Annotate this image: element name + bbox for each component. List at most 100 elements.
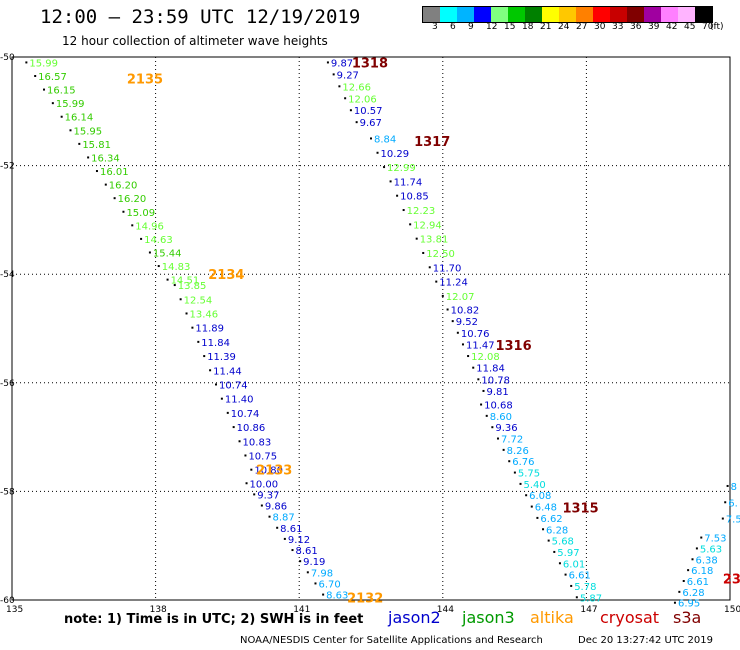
wave-height-label: 10.85 [400, 192, 429, 203]
legend-label: 6 [450, 22, 456, 32]
track-point [232, 426, 235, 429]
legend-swatch [508, 7, 525, 22]
track-point [245, 482, 248, 485]
legend-swatch [678, 7, 695, 22]
legend-jason2: jason2 [388, 608, 441, 627]
track-point [461, 343, 464, 346]
track-point [140, 237, 143, 240]
track-point [220, 397, 223, 400]
wave-height-label: 13.81 [420, 235, 449, 246]
wave-height-label: 12.66 [342, 82, 371, 93]
wave-height-label: 9.37 [257, 490, 279, 501]
track-point [678, 590, 681, 593]
track-point [409, 223, 412, 226]
credit-text: NOAA/NESDIS Center for Satellite Applica… [240, 635, 543, 646]
track-point [306, 571, 309, 574]
wave-height-label: 5.40 [524, 480, 546, 491]
track-point [502, 448, 505, 451]
legend-altika: altika [530, 608, 574, 627]
wave-height-label: 11.74 [394, 177, 423, 188]
track-point [244, 454, 247, 457]
track-point [191, 326, 194, 329]
wave-height-label: 16.57 [38, 72, 67, 83]
legend-label: 36 [630, 22, 642, 32]
track-point [355, 121, 358, 124]
track-point [389, 180, 392, 183]
pass-time-label: 2133 [256, 464, 292, 479]
track-point [525, 494, 528, 497]
wave-height-label: 10.74 [231, 409, 260, 420]
track-point [570, 584, 573, 587]
wave-height-label: 12.08 [471, 352, 500, 363]
track-point [69, 129, 72, 132]
legend-s3a: s3a [673, 608, 702, 627]
legend-swatch [559, 7, 576, 22]
legend-label: (ft) [710, 22, 724, 32]
track-point [179, 298, 182, 301]
wave-height-label: 6.18 [691, 566, 713, 577]
wave-height-label: 9.19 [303, 557, 325, 568]
wave-height-label: 10.82 [451, 305, 480, 316]
track-point [214, 383, 217, 386]
legend-swatch [695, 7, 712, 22]
wave-height-label: 12.50 [426, 249, 455, 260]
legend-label: 27 [576, 22, 588, 32]
wave-height-label: 6.38 [696, 555, 718, 566]
track-point [25, 61, 28, 64]
wave-height-label: 12.23 [407, 206, 436, 217]
legend-swatch [491, 7, 508, 22]
wave-height-label: 7.53 [704, 534, 726, 545]
track-point [113, 197, 116, 200]
legend-swatch [423, 7, 440, 22]
wave-height-label: 9.67 [360, 118, 382, 129]
track-point [480, 403, 483, 406]
wave-height-label: 6. [728, 498, 738, 509]
lat-tick-label: -60 [0, 596, 15, 606]
wave-height-label: 9.12 [288, 535, 310, 546]
legend-label: 33 [612, 22, 624, 32]
legend-swatch [576, 7, 593, 22]
wave-height-label: 11.84 [476, 364, 505, 375]
wave-height-label: 11.40 [225, 395, 254, 406]
wave-height-label: 15.99 [56, 99, 85, 110]
track-point [446, 308, 449, 311]
wave-height-label: 8.61 [295, 546, 317, 557]
track-point [691, 558, 694, 561]
wave-height-label: 9.86 [265, 502, 287, 513]
wave-height-label: 10.75 [248, 451, 277, 462]
wave-height-label: 7.5 [726, 515, 740, 526]
track-point [673, 601, 676, 604]
track-point [428, 266, 431, 269]
legend-label: 70 [702, 22, 714, 32]
track-point [491, 426, 494, 429]
legend-swatch [474, 7, 491, 22]
track-point [553, 550, 556, 553]
legend-label: 3 [432, 22, 438, 32]
track-point [726, 484, 729, 487]
track-point [564, 573, 567, 576]
wave-height-label: 6.61 [687, 577, 709, 588]
legend-swatch [525, 7, 542, 22]
footer-note: note: 1) Time is in UTC; 2) SWH is in fe… [64, 612, 364, 627]
wave-height-label: 11.70 [433, 263, 462, 274]
lon-tick-label: 135 [6, 605, 23, 615]
wave-height-label: 10.68 [484, 401, 513, 412]
legend-label: 15 [504, 22, 516, 32]
lat-tick-label: -56 [0, 379, 15, 389]
legend-label: 9 [468, 22, 474, 32]
track-point [34, 75, 37, 78]
wave-height-label: 14.83 [162, 262, 191, 273]
track-point [326, 61, 329, 64]
wave-height-label: 15.09 [126, 208, 155, 219]
wave-height-label: 15.95 [73, 126, 102, 137]
track-point [687, 569, 690, 572]
track-point [376, 151, 379, 154]
track-point [87, 156, 90, 159]
wave-height-label: 8 [731, 482, 737, 493]
wave-height-label: 6.95 [678, 599, 700, 610]
track-point [43, 88, 46, 91]
lat-tick-label: -54 [0, 270, 15, 280]
lon-tick-label: 138 [150, 605, 167, 615]
track-point [314, 582, 317, 585]
legend-label: 12 [486, 22, 498, 32]
